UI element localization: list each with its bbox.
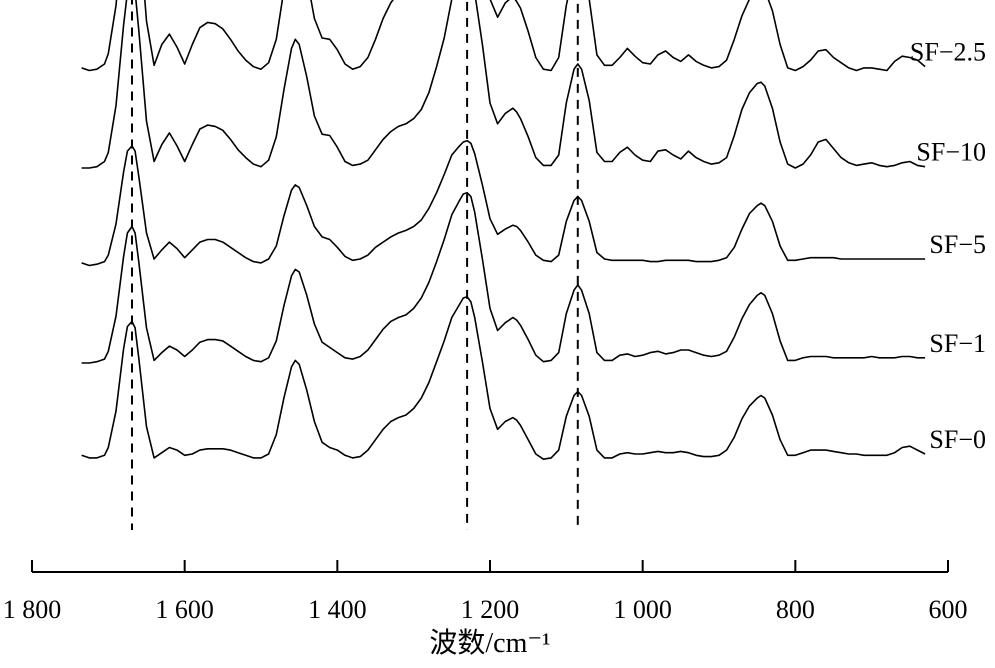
x-tick-label: 1 000 [613, 595, 672, 624]
series-labels: SF−2.5 SF−10 SF−5 SF−1 SF−0 [910, 38, 986, 454]
spectra-curves [81, 0, 926, 460]
series-label: SF−1 [929, 329, 986, 358]
spectrum-line-sf-0 [81, 295, 926, 460]
spectrum-line-sf-10 [81, 0, 926, 169]
series-label: SF−10 [916, 138, 986, 167]
x-tick-label: 800 [776, 595, 815, 624]
peak-annotations: 1 6691 2301 085 [130, 0, 579, 530]
x-tick-label: 1 600 [155, 595, 214, 624]
spectrum-line-sf-1 [81, 191, 926, 364]
series-label: SF−0 [929, 425, 986, 454]
x-axis: 1 800 1 600 1 400 1 200 1 000 800 600 [3, 560, 968, 624]
x-tick-label: 600 [929, 595, 968, 624]
x-axis-title: 波数/cm⁻¹ [429, 627, 550, 659]
spectrum-line-sf-2.5 [81, 0, 926, 72]
x-tick-label: 1 200 [461, 595, 520, 624]
x-tick-label: 1 800 [3, 595, 62, 624]
x-axis-ticks: 1 800 1 600 1 400 1 200 1 000 800 600 [3, 560, 968, 624]
series-label: SF−2.5 [910, 38, 986, 67]
spectrum-line-sf-5 [81, 139, 926, 267]
x-tick-label: 1 400 [308, 595, 367, 624]
series-label: SF−5 [929, 230, 986, 259]
